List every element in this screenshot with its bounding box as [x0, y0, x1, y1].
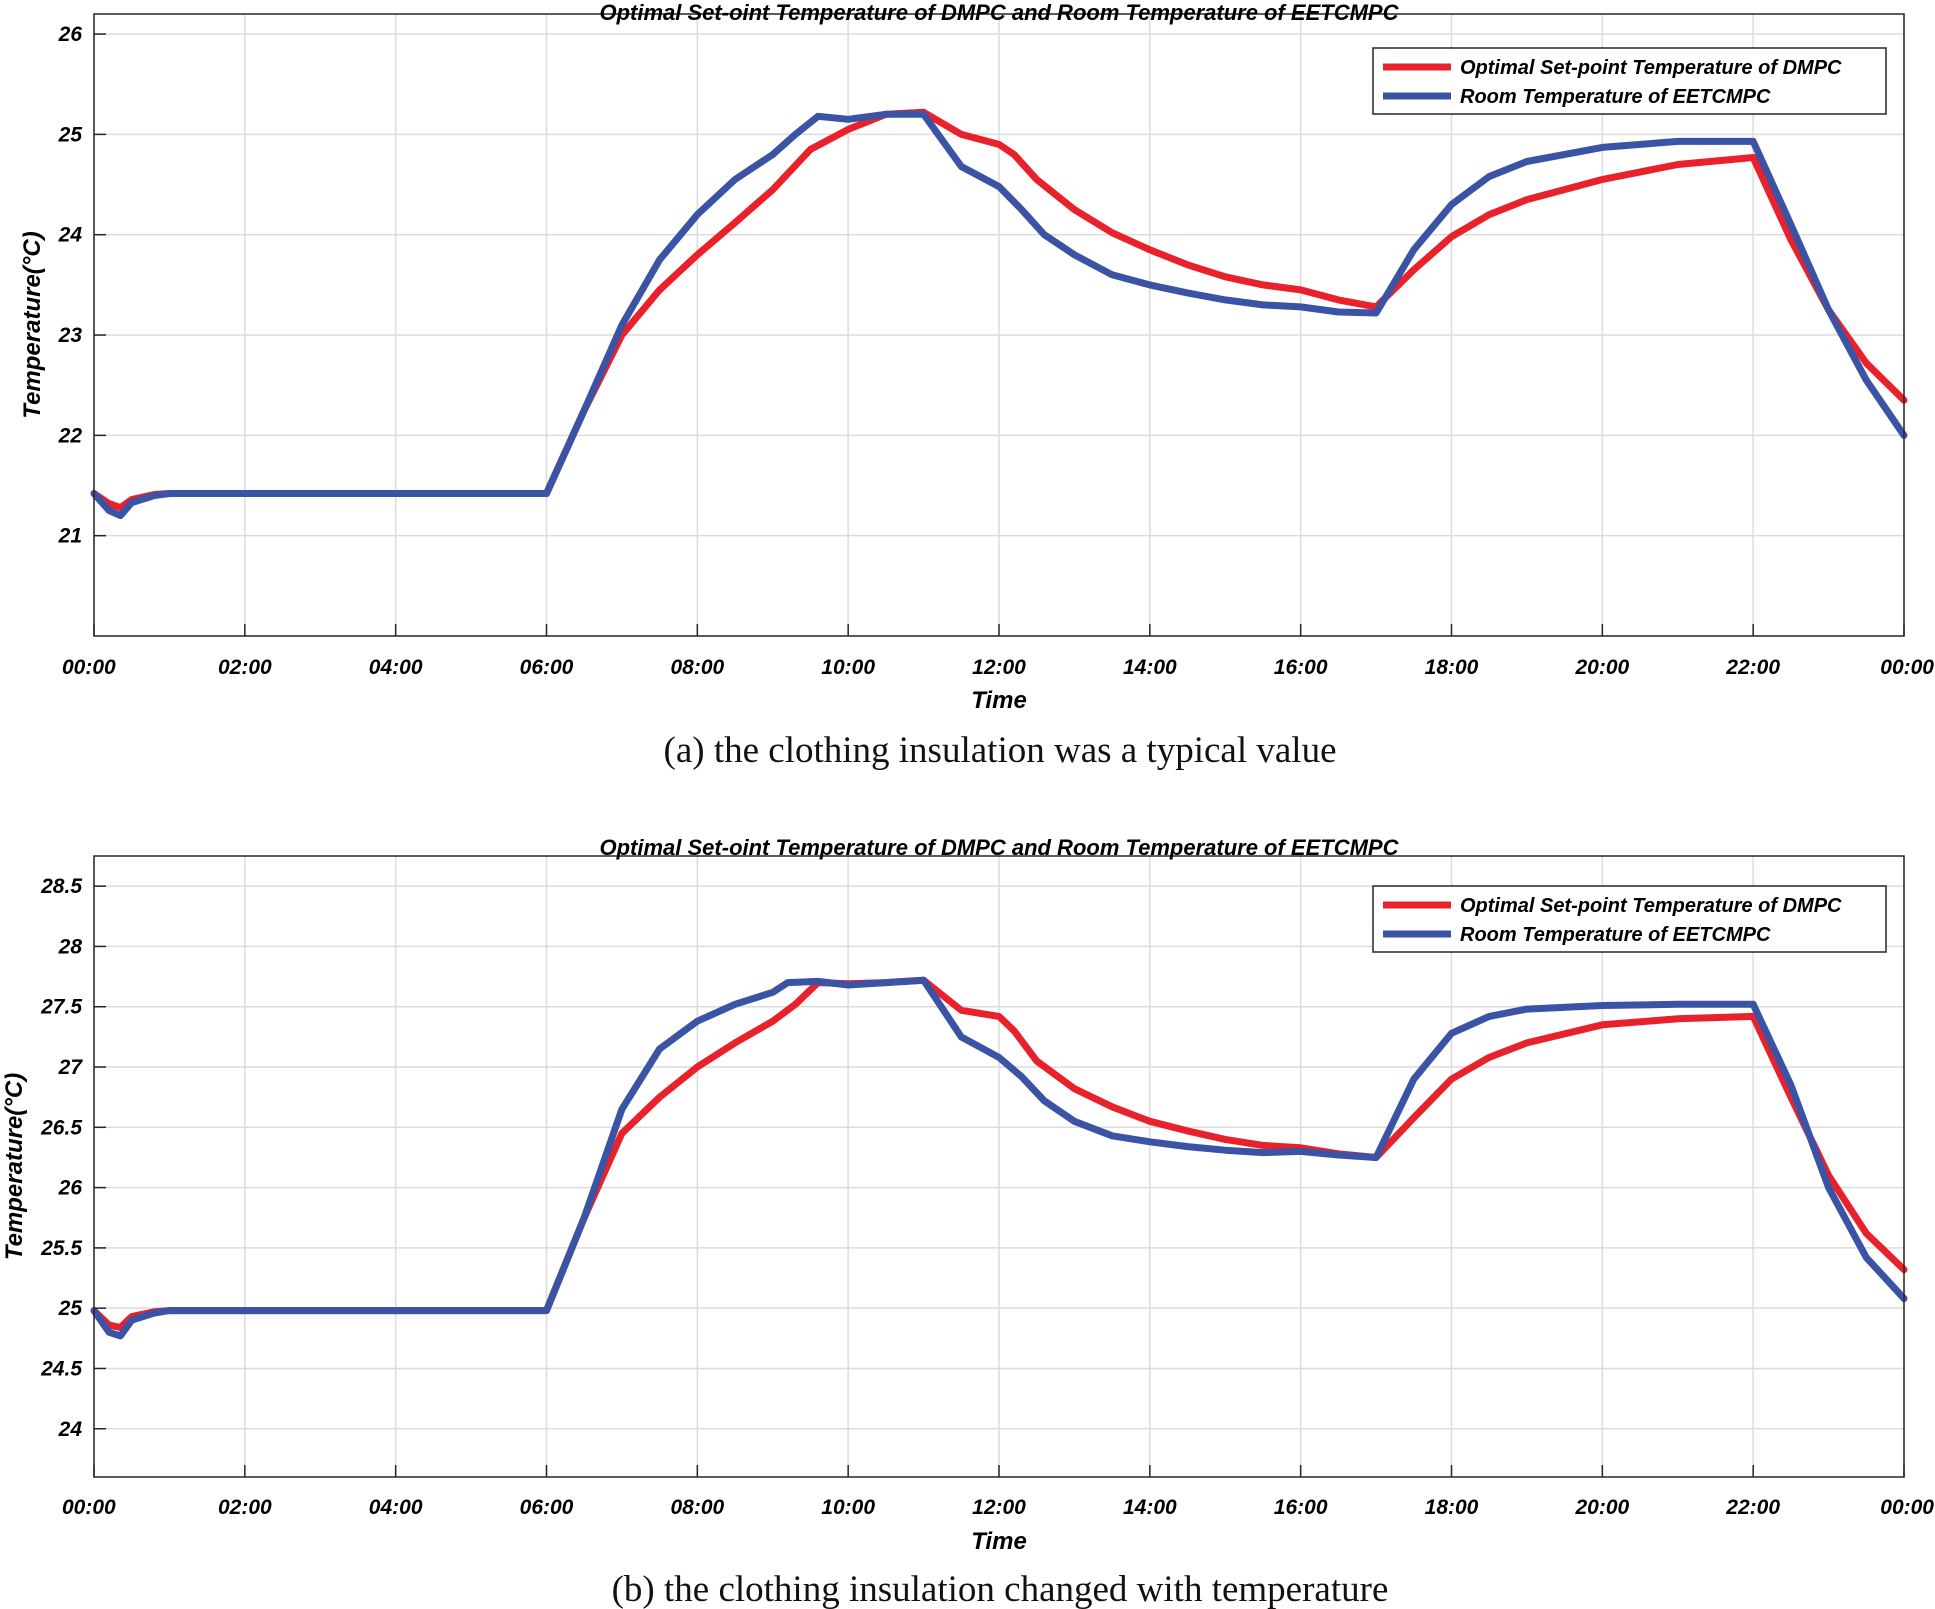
- chart-panel-b: 00:00 02:00 04:00 06:00 08:00 10:00 12:00 14:00…: [1, 835, 1934, 1609]
- legend: Optimal Set-point Temperature of DMPC Roo…: [1372, 47, 1887, 115]
- y-tick-label: 24.5: [40, 1357, 82, 1380]
- x-tick-label: 14:00: [1123, 656, 1177, 679]
- x-tick-label: 08:00: [670, 1496, 724, 1519]
- x-axis-label: Time: [971, 1528, 1027, 1555]
- x-tick-label: 04:00: [369, 1496, 423, 1519]
- x-tick-label: 08:00: [670, 656, 724, 679]
- y-axis-label: Temperature(°C): [1, 1073, 28, 1260]
- x-tick-label: 10:00: [821, 1496, 875, 1519]
- y-tick-label: 24: [58, 1418, 83, 1441]
- legend-entry: Optimal Set-point Temperature of DMPC: [1460, 57, 1842, 79]
- y-tick-label: 26: [58, 1177, 83, 1200]
- x-tick-label: 00:00: [62, 1496, 116, 1519]
- figure-caption: (a) the clothing insulation was a typica…: [664, 730, 1337, 771]
- legend-entry: Room Temperature of EETCMPC: [1460, 924, 1771, 946]
- x-tick-label: 06:00: [520, 656, 574, 679]
- y-tick-label: 23: [58, 324, 83, 347]
- series-line-eetcmpc-room: [90, 976, 1908, 1340]
- y-tick-label: 22: [58, 424, 83, 447]
- x-tick-label: 02:00: [218, 656, 272, 679]
- legend: Optimal Set-point Temperature of DMPC Roo…: [1372, 885, 1887, 953]
- y-tick-label: 28.5: [40, 875, 82, 898]
- x-tick-label: 10:00: [821, 656, 875, 679]
- x-tick-label: 22:00: [1725, 1496, 1780, 1519]
- legend-box: [1372, 47, 1887, 115]
- y-tick-label: 25: [58, 123, 83, 146]
- y-tick-label: 21: [58, 525, 82, 548]
- x-tick-label: 12:00: [972, 656, 1026, 679]
- x-tick-label: 20:00: [1574, 1496, 1629, 1519]
- x-tick-label: 06:00: [520, 1496, 574, 1519]
- x-tick-label: 22:00: [1725, 656, 1780, 679]
- y-tick-label: 27: [58, 1056, 84, 1079]
- x-tick-label: 18:00: [1425, 1496, 1479, 1519]
- y-tick-label: 26.5: [40, 1116, 82, 1139]
- legend-box: [1372, 885, 1887, 953]
- y-tick-label: 27.5: [40, 996, 82, 1019]
- x-tick-label: 18:00: [1425, 656, 1479, 679]
- x-tick-label: 12:00: [972, 1496, 1026, 1519]
- y-tick-label: 25.5: [40, 1237, 82, 1260]
- x-tick-label: 16:00: [1274, 656, 1328, 679]
- chart-title: Optimal Set-oint Temperature of DMPC and…: [600, 0, 1400, 25]
- chart-title: Optimal Set-oint Temperature of DMPC and…: [600, 835, 1400, 860]
- x-tick-label: 00:00: [1880, 1496, 1934, 1519]
- x-tick-label: 04:00: [369, 656, 423, 679]
- x-tick-label: 14:00: [1123, 1496, 1177, 1519]
- x-axis-label: Time: [971, 687, 1027, 714]
- figure-caption: (b) the clothing insulation changed with…: [612, 1569, 1389, 1609]
- x-tick-label: 00:00: [62, 656, 116, 679]
- y-axis-label: Temperature(°C): [19, 231, 46, 418]
- x-tick-label: 00:00: [1880, 656, 1934, 679]
- x-tick-label: 02:00: [218, 1496, 272, 1519]
- legend-entry: Optimal Set-point Temperature of DMPC: [1460, 895, 1842, 917]
- x-tick-label: 20:00: [1574, 656, 1629, 679]
- chart-panel-a: 00:00 02:00 04:00 06:00 08:00 10:00 12:00 14:00…: [19, 0, 1934, 771]
- y-tick-label: 24: [58, 224, 83, 247]
- x-tick-label: 16:00: [1274, 1496, 1328, 1519]
- series-line-eetcmpc-room: [90, 110, 1908, 520]
- y-tick-label: 26: [58, 23, 83, 46]
- y-tick-label: 28: [58, 935, 83, 958]
- legend-entry: Room Temperature of EETCMPC: [1460, 86, 1771, 108]
- y-tick-label: 25: [58, 1297, 83, 1320]
